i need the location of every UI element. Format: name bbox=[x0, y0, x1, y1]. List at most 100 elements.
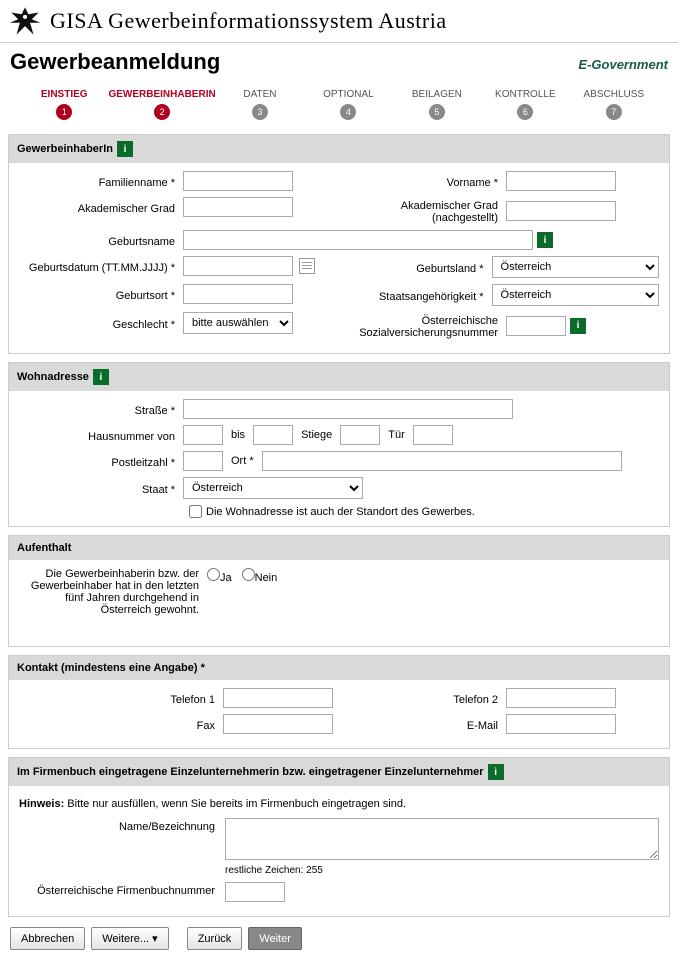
label-email: E-Mail bbox=[342, 717, 502, 732]
radio-nein[interactable] bbox=[242, 568, 255, 581]
radio-ja-label[interactable]: Ja bbox=[207, 568, 232, 616]
step-6[interactable]: KONTROLLE 6 bbox=[481, 89, 569, 120]
subheader: Gewerbeanmeldung E-Government bbox=[0, 43, 678, 79]
info-icon[interactable]: i bbox=[570, 318, 586, 334]
section-wohnadresse: Wohnadresse i Straße * Hausnummer von bi… bbox=[8, 362, 670, 527]
select-geburtsland[interactable]: Österreich bbox=[492, 256, 659, 278]
label-fbn: Österreichische Firmenbuchnummer bbox=[19, 882, 219, 897]
step-4[interactable]: OPTIONAL 4 bbox=[304, 89, 392, 120]
input-fax[interactable] bbox=[223, 714, 333, 734]
input-svnr[interactable] bbox=[506, 316, 566, 336]
label-tuer: Tür bbox=[384, 429, 409, 441]
input-akad-nach[interactable] bbox=[506, 201, 616, 221]
label-familienname: Familienname * bbox=[19, 174, 179, 189]
label-tel1: Telefon 1 bbox=[19, 691, 219, 706]
step-label: EINSTIEG bbox=[20, 89, 108, 100]
input-strasse[interactable] bbox=[183, 399, 513, 419]
step-circle-icon: 1 bbox=[56, 104, 72, 120]
input-familienname[interactable] bbox=[183, 171, 293, 191]
textarea-name-bez[interactable] bbox=[225, 818, 659, 860]
step-label: BEILAGEN bbox=[393, 89, 481, 100]
step-circle-icon: 2 bbox=[154, 104, 170, 120]
stepper: EINSTIEG 1 GEWERBEINHABERIN 2 DATEN3OPTIONAL… bbox=[0, 79, 678, 126]
app-header: GISA Gewerbeinformationssystem Austria bbox=[0, 0, 678, 43]
zurueck-button[interactable]: Zurück bbox=[187, 927, 243, 950]
char-left: restliche Zeichen: 255 bbox=[225, 865, 659, 876]
aufenthalt-text: Die Gewerbeinhaberin bzw. der Gewerbeinh… bbox=[19, 568, 199, 616]
info-icon[interactable]: i bbox=[537, 232, 553, 248]
label-staat: Staat * bbox=[19, 481, 179, 496]
input-tel1[interactable] bbox=[223, 688, 333, 708]
step-2[interactable]: GEWERBEINHABERIN 2 bbox=[108, 89, 215, 120]
firmenbuch-hint: Hinweis: Bitte nur ausfüllen, wenn Sie b… bbox=[19, 798, 659, 810]
label-staatsang: Staatsangehörigkeit * bbox=[339, 288, 488, 303]
label-strasse: Straße * bbox=[19, 402, 179, 417]
input-vorname[interactable] bbox=[506, 171, 616, 191]
weitere-button[interactable]: Weitere... ▾ bbox=[91, 927, 168, 950]
label-ort: Ort * bbox=[227, 455, 258, 467]
label-bis: bis bbox=[227, 429, 249, 441]
section-title: Wohnadresse bbox=[17, 371, 89, 383]
select-staat[interactable]: Österreich bbox=[183, 477, 363, 499]
input-geburtsdatum[interactable] bbox=[183, 256, 293, 276]
section-gewerbeinhaber: GewerbeinhaberIn i Familienname * Vornam… bbox=[8, 134, 670, 354]
step-label: ABSCHLUSS bbox=[570, 89, 658, 100]
label-geschlecht: Geschlecht * bbox=[19, 316, 179, 331]
radio-nein-label[interactable]: Nein bbox=[242, 568, 278, 616]
step-label: DATEN bbox=[216, 89, 304, 100]
info-icon[interactable]: i bbox=[488, 764, 504, 780]
input-tuer[interactable] bbox=[413, 425, 453, 445]
label-stiege: Stiege bbox=[297, 429, 336, 441]
step-label: KONTROLLE bbox=[481, 89, 569, 100]
section-firmenbuch: Im Firmenbuch eingetragene Einzelunterne… bbox=[8, 757, 670, 917]
label-fax: Fax bbox=[19, 717, 219, 732]
label-geburtsland: Geburtsland * bbox=[339, 260, 488, 275]
step-circle-icon: 5 bbox=[429, 104, 445, 120]
weiter-button[interactable]: Weiter bbox=[248, 927, 302, 950]
step-circle-icon: 6 bbox=[517, 104, 533, 120]
section-title: Kontakt (mindestens eine Angabe) * bbox=[17, 662, 205, 674]
page-title: Gewerbeanmeldung bbox=[10, 49, 220, 75]
input-akad[interactable] bbox=[183, 197, 293, 217]
step-label: OPTIONAL bbox=[304, 89, 392, 100]
input-hausnr-von[interactable] bbox=[183, 425, 223, 445]
label-hausnr: Hausnummer von bbox=[19, 428, 179, 443]
label-geburtsort: Geburtsort * bbox=[19, 287, 179, 302]
step-1[interactable]: EINSTIEG 1 bbox=[20, 89, 108, 120]
input-geburtsort[interactable] bbox=[183, 284, 293, 304]
footer-buttons: Abbrechen Weitere... ▾ Zurück Weiter bbox=[0, 917, 678, 960]
step-7[interactable]: ABSCHLUSS 7 bbox=[570, 89, 658, 120]
step-5[interactable]: BEILAGEN 5 bbox=[393, 89, 481, 120]
input-stiege[interactable] bbox=[340, 425, 380, 445]
section-title: GewerbeinhaberIn bbox=[17, 143, 113, 155]
step-circle-icon: 7 bbox=[606, 104, 622, 120]
label-akad-nach: Akademischer Grad (nachgestellt) bbox=[342, 197, 502, 224]
info-icon[interactable]: i bbox=[117, 141, 133, 157]
input-plz[interactable] bbox=[183, 451, 223, 471]
label-standort: Die Wohnadresse ist auch der Standort de… bbox=[206, 506, 475, 518]
input-ort[interactable] bbox=[262, 451, 622, 471]
abbrechen-button[interactable]: Abbrechen bbox=[10, 927, 85, 950]
info-icon[interactable]: i bbox=[93, 369, 109, 385]
radio-ja[interactable] bbox=[207, 568, 220, 581]
checkbox-standort[interactable] bbox=[189, 505, 202, 518]
section-title: Im Firmenbuch eingetragene Einzelunterne… bbox=[17, 766, 484, 778]
label-geburtsname: Geburtsname bbox=[19, 233, 179, 248]
label-tel2: Telefon 2 bbox=[342, 691, 502, 706]
calendar-icon[interactable] bbox=[299, 258, 315, 274]
input-geburtsname[interactable] bbox=[183, 230, 533, 250]
input-fbn[interactable] bbox=[225, 882, 285, 902]
label-akad: Akademischer Grad bbox=[19, 200, 179, 215]
input-tel2[interactable] bbox=[506, 688, 616, 708]
austria-eagle-icon bbox=[8, 4, 42, 38]
step-circle-icon: 4 bbox=[340, 104, 356, 120]
select-geschlecht[interactable]: bitte auswählen bbox=[183, 312, 293, 334]
label-svnr: Österreichische Sozialversicherungsnumme… bbox=[342, 312, 502, 339]
input-hausnr-bis[interactable] bbox=[253, 425, 293, 445]
step-3[interactable]: DATEN3 bbox=[216, 89, 304, 120]
select-staatsang[interactable]: Österreich bbox=[492, 284, 659, 306]
input-email[interactable] bbox=[506, 714, 616, 734]
label-geburtsdatum: Geburtsdatum (TT.MM.JJJJ) * bbox=[19, 259, 179, 274]
label-vorname: Vorname * bbox=[342, 174, 502, 189]
step-label: GEWERBEINHABERIN bbox=[108, 89, 215, 100]
